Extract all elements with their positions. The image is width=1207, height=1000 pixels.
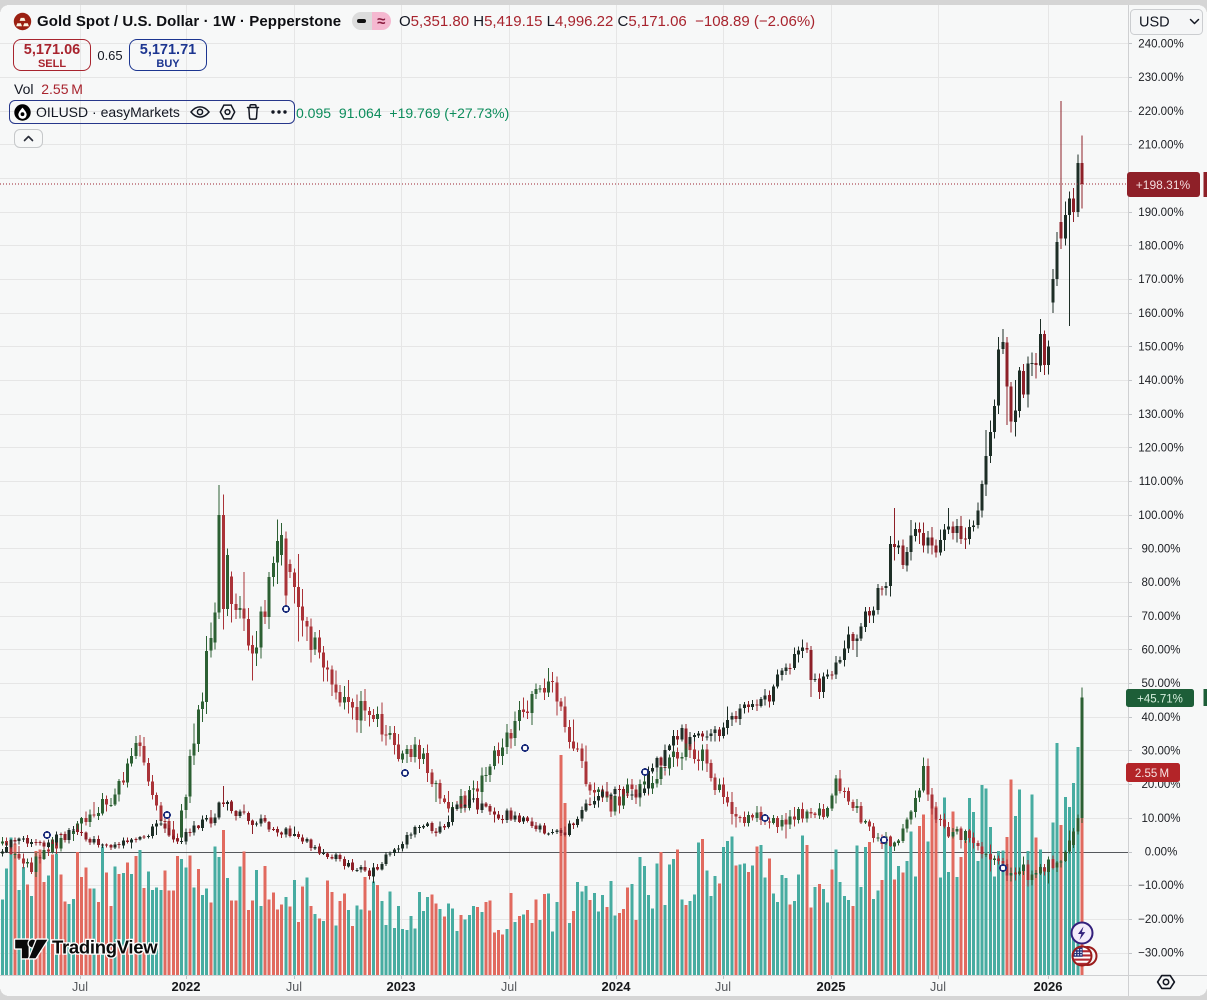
svg-text:20.00%: 20.00% — [1141, 779, 1180, 791]
svg-text:USD: USD — [1139, 15, 1170, 31]
svg-text:140.00%: 140.00% — [1138, 375, 1183, 387]
svg-text:130.00%: 130.00% — [1138, 409, 1183, 421]
svg-text:2.55 M: 2.55 M — [1135, 768, 1169, 780]
svg-text:2022: 2022 — [172, 979, 201, 994]
svg-text:230.00%: 230.00% — [1138, 72, 1183, 84]
svg-text:40.00%: 40.00% — [1141, 712, 1180, 724]
svg-text:2024: 2024 — [602, 979, 632, 994]
svg-text:0.00%: 0.00% — [1145, 847, 1178, 859]
svg-text:50.00%: 50.00% — [1141, 678, 1180, 690]
svg-text:Jul: Jul — [72, 980, 88, 994]
svg-text:30.00%: 30.00% — [1141, 746, 1180, 758]
svg-text:−10.00%: −10.00% — [1138, 880, 1184, 892]
svg-text:210.00%: 210.00% — [1138, 139, 1183, 151]
svg-text:80.00%: 80.00% — [1141, 577, 1180, 589]
svg-text:Jul: Jul — [715, 980, 731, 994]
svg-text:2026: 2026 — [1034, 979, 1063, 994]
svg-text:110.00%: 110.00% — [1139, 476, 1184, 488]
svg-text:60.00%: 60.00% — [1141, 645, 1180, 657]
svg-text:180.00%: 180.00% — [1138, 240, 1183, 252]
svg-text:−20.00%: −20.00% — [1138, 914, 1184, 926]
svg-text:90.00%: 90.00% — [1141, 544, 1180, 556]
svg-text:Jul: Jul — [286, 980, 302, 994]
svg-text:+198.31%: +198.31% — [1136, 178, 1191, 192]
svg-text:70.00%: 70.00% — [1141, 611, 1180, 623]
svg-text:170.00%: 170.00% — [1138, 274, 1183, 286]
svg-text:2023: 2023 — [387, 979, 416, 994]
svg-text:+45.71%: +45.71% — [1137, 694, 1183, 706]
svg-text:Jul: Jul — [930, 980, 946, 994]
svg-text:120.00%: 120.00% — [1138, 443, 1183, 455]
svg-text:−30.00%: −30.00% — [1138, 948, 1184, 960]
svg-text:160.00%: 160.00% — [1138, 308, 1183, 320]
svg-text:150.00%: 150.00% — [1138, 341, 1183, 353]
svg-text:190.00%: 190.00% — [1138, 207, 1183, 219]
svg-text:2025: 2025 — [817, 979, 846, 994]
svg-text:Jul: Jul — [501, 980, 517, 994]
svg-text:100.00%: 100.00% — [1138, 510, 1183, 522]
svg-text:10.00%: 10.00% — [1141, 813, 1180, 825]
svg-text:TradingView: TradingView — [52, 937, 158, 958]
svg-text:240.00%: 240.00% — [1138, 38, 1183, 50]
svg-text:220.00%: 220.00% — [1138, 106, 1183, 118]
